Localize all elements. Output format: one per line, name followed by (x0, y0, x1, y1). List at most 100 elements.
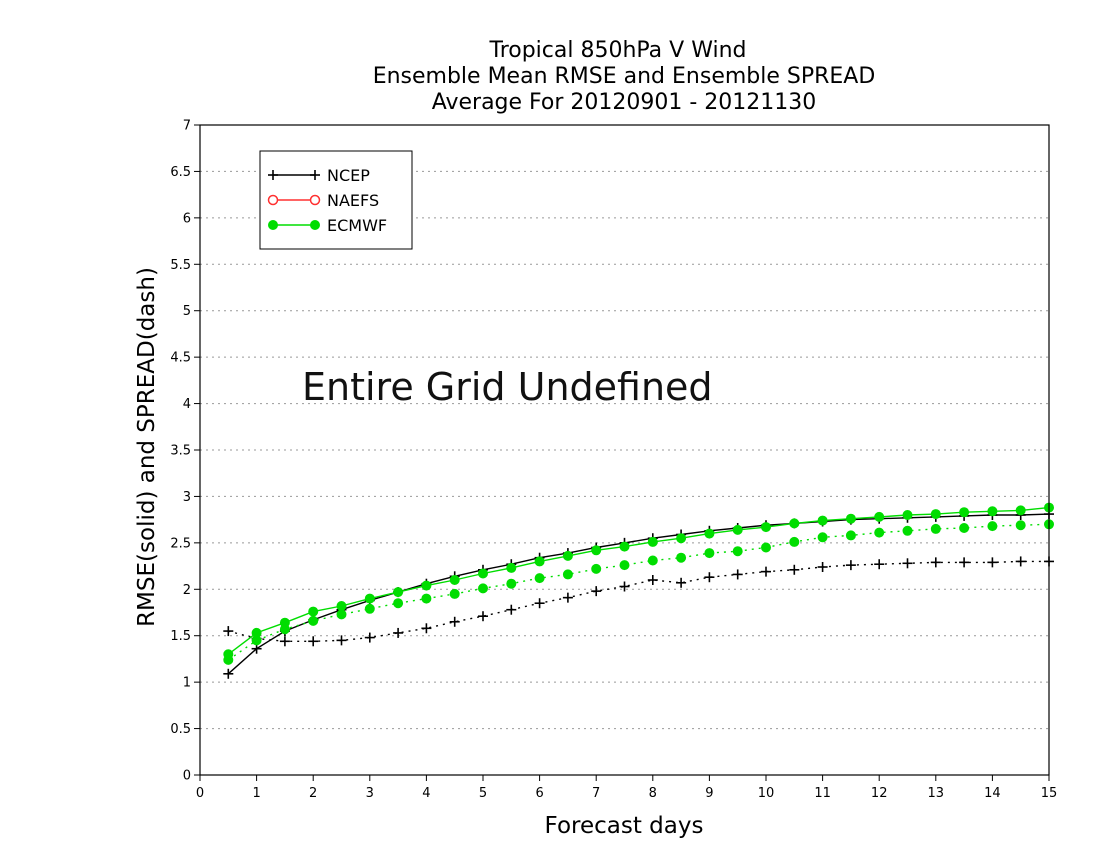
data-point-ecmwf-spread (902, 525, 913, 536)
data-point-ncep-spread (562, 592, 573, 603)
y-tick-label: 1 (183, 676, 191, 691)
data-point-ncep-spread (959, 557, 970, 568)
y-tick-label: 7 (183, 119, 191, 134)
x-tick-label: 2 (309, 786, 317, 801)
data-point-ecmwf-rmse (704, 528, 715, 539)
data-point-ncep-spread (336, 635, 347, 646)
legend-items: NCEP NAEFS ECMWF (267, 166, 387, 235)
data-point-ncep-spread (619, 581, 630, 592)
data-point-ecmwf-spread (364, 603, 375, 614)
data-point-ecmwf-spread (704, 548, 715, 559)
data-point-ecmwf-rmse (364, 593, 375, 604)
data-point-ecmwf-rmse (591, 545, 602, 556)
data-point-ncep-spread (534, 598, 545, 609)
x-tick-label: 12 (871, 786, 888, 801)
data-point-ecmwf-rmse (308, 606, 319, 617)
data-point-ecmwf-spread (761, 542, 771, 553)
data-point-ncep-spread (647, 575, 658, 585)
data-point-ecmwf-spread (789, 536, 800, 547)
x-tick-label: 13 (928, 786, 945, 801)
data-point-ncep-spread (279, 636, 290, 647)
series-ncep-spread (223, 556, 1054, 647)
series-layer (223, 502, 1054, 679)
data-point-ncep-spread (223, 626, 234, 637)
data-point-ncep-spread (449, 616, 460, 627)
data-point-ncep-spread (789, 564, 800, 575)
data-point-ncep-spread (1015, 556, 1026, 567)
data-point-ncep-spread (817, 562, 828, 572)
x-tick-label: 15 (1041, 786, 1058, 801)
data-point-ecmwf-spread (732, 546, 743, 557)
data-point-ecmwf-spread (223, 654, 234, 665)
y-tick-label: 0 (183, 769, 191, 784)
y-tick-label: 3 (183, 490, 191, 505)
data-point-ncep-spread (676, 577, 687, 588)
data-point-ecmwf-rmse (930, 509, 941, 520)
data-point-ecmwf-rmse (562, 550, 573, 561)
y-tick-label: 4.5 (170, 351, 191, 366)
legend-item-naefs: NAEFS (267, 191, 379, 210)
data-point-ecmwf-spread (478, 583, 488, 594)
data-point-ecmwf-rmse (647, 536, 658, 547)
y-axis: 0 0.5 1 1.5 2 2.5 3 3.5 4 4.5 5 5.5 6 6.5 7 (170, 119, 200, 784)
data-point-ncep-spread (761, 566, 771, 577)
data-point-ecmwf-spread (336, 609, 347, 620)
annotation-entire-grid-undefined: Entire Grid Undefined (302, 365, 713, 409)
legend-item-ncep: NCEP (268, 166, 370, 185)
title-line-3: Average For 20120901 - 20121130 (432, 90, 817, 115)
x-tick-label: 14 (984, 786, 1001, 801)
data-point-ecmwf-rmse (789, 518, 800, 529)
y-axis-label: RMSE(solid) and SPREAD(dash) (134, 267, 160, 627)
series-ecmwf-rmse (223, 502, 1054, 660)
legend-marker-end-ncep (310, 170, 320, 180)
data-point-ncep-rmse (223, 668, 234, 679)
data-point-ecmwf-rmse (449, 575, 460, 585)
data-point-ecmwf-rmse (761, 522, 771, 533)
x-axis: 0 1 2 3 4 5 6 7 8 9 10 11 12 13 14 15 (196, 775, 1057, 801)
y-tick-label: 0.5 (170, 722, 191, 737)
data-point-ncep-spread (987, 557, 998, 568)
x-tick-label: 6 (535, 786, 543, 801)
data-point-ecmwf-spread (562, 569, 573, 580)
data-point-ecmwf-spread (845, 530, 856, 541)
y-tick-label: 2 (183, 583, 191, 598)
data-point-ecmwf-spread (647, 555, 658, 566)
x-tick-label: 5 (479, 786, 487, 801)
data-point-ecmwf-rmse (817, 515, 828, 526)
x-tick-label: 8 (649, 786, 657, 801)
y-tick-label: 5.5 (170, 258, 191, 273)
data-point-ncep-spread (393, 627, 404, 638)
data-point-ecmwf-spread (619, 560, 630, 571)
x-tick-label: 11 (814, 786, 831, 801)
title-line-2: Ensemble Mean RMSE and Ensemble SPREAD (373, 64, 876, 89)
data-point-ecmwf-spread (279, 624, 290, 635)
title-line-1: Tropical 850hPa V Wind (488, 38, 746, 63)
series-line-ncep-spread (228, 560, 1049, 642)
series-ncep-rmse (223, 509, 1054, 679)
data-point-ncep-spread (506, 604, 517, 615)
data-point-ecmwf-rmse (874, 511, 885, 522)
y-tick-label: 1.5 (170, 629, 191, 644)
data-point-ecmwf-spread (930, 523, 941, 534)
data-point-ecmwf-spread (393, 598, 404, 609)
y-tick-label: 4 (183, 397, 191, 412)
y-tick-label: 3.5 (170, 444, 191, 459)
x-tick-label: 4 (422, 786, 430, 801)
data-point-ecmwf-spread (308, 615, 319, 626)
data-point-ecmwf-rmse (987, 506, 998, 517)
data-point-ecmwf-rmse (478, 568, 488, 579)
legend-item-ecmwf: ECMWF (268, 216, 387, 235)
data-point-ecmwf-rmse (902, 510, 913, 520)
data-point-ecmwf-rmse (1015, 505, 1026, 516)
data-point-ecmwf-rmse (676, 533, 687, 544)
legend-label-ncep: NCEP (327, 166, 370, 185)
data-point-ncep-spread (704, 572, 715, 583)
series-line-ncep-rmse (227, 513, 1050, 675)
y-tick-label: 5 (183, 304, 191, 319)
data-point-ecmwf-rmse (959, 507, 970, 518)
data-point-ecmwf-spread (421, 593, 432, 604)
data-point-ecmwf-spread (534, 573, 545, 584)
x-tick-label: 9 (705, 786, 713, 801)
data-point-ecmwf-spread (1015, 520, 1026, 531)
